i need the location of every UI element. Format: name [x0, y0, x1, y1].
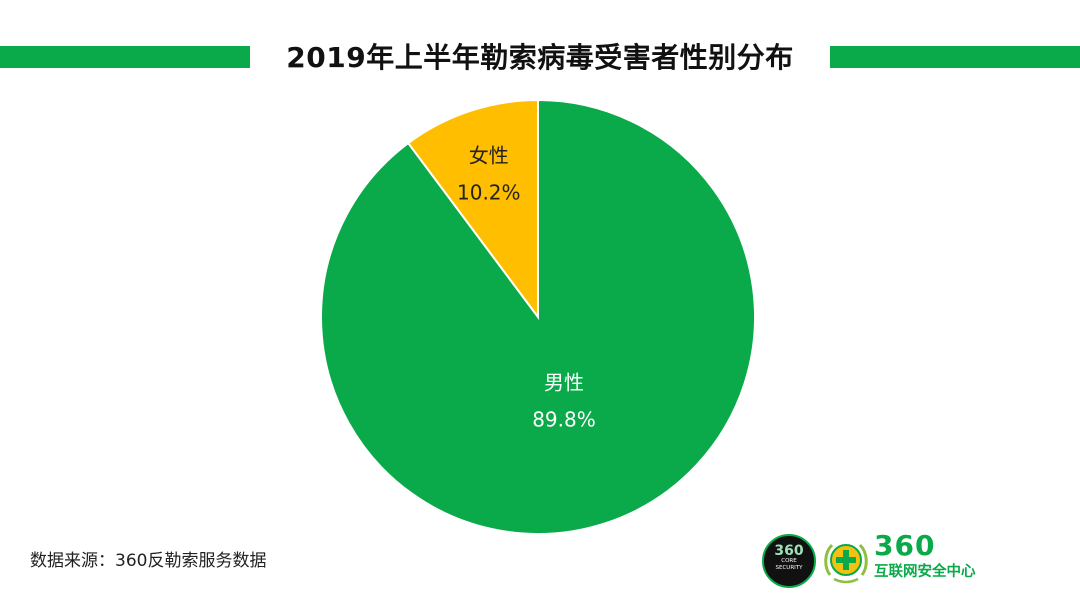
slice-value-male: 89.8%	[532, 407, 596, 431]
title-bar-left-decoration	[0, 46, 250, 68]
data-source-note: 数据来源：360反勒索服务数据	[30, 551, 267, 571]
slice-label-female: 女性	[469, 144, 509, 168]
core-logo-number: 360	[774, 543, 804, 559]
slice-label-male: 男性	[544, 370, 584, 394]
brand-number: 360	[874, 529, 936, 562]
core-security-logo-icon: 360 CORE SECURITY	[762, 534, 816, 588]
title-bar-right-decoration	[830, 46, 1080, 68]
plus-cross-emblem-icon	[824, 543, 868, 584]
chart-title: 2019年上半年勒索病毒受害者性别分布	[286, 41, 794, 74]
brand-name: 互联网安全中心	[874, 564, 976, 580]
core-logo-line1: CORE	[781, 558, 797, 564]
slice-value-female: 10.2%	[457, 181, 521, 205]
core-logo-line2: SECURITY	[775, 565, 803, 571]
logo-area: 360 CORE SECURITY 360 互联网安全中心	[762, 531, 1012, 591]
pie-slice-female	[406, 98, 539, 321]
